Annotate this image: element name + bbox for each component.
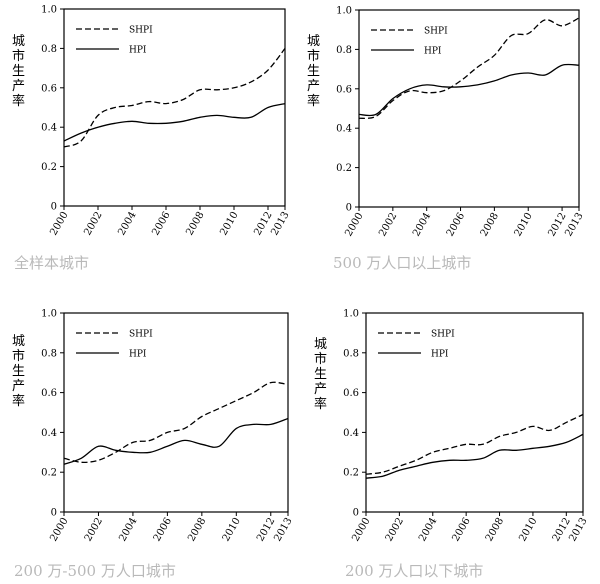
legend-label-shpi: SHPI: [129, 26, 153, 36]
x-tick-label: 2013: [272, 516, 294, 544]
y-axis-label: 城市生产率: [307, 34, 320, 109]
y-tick-label: 0.2: [343, 468, 359, 479]
chart-panel-3: 0 0.2 0.4 0.6 0.8 1.0 2000 2002 2004 2006 2008 2010…: [12, 309, 295, 544]
y-tick-label: 0.6: [41, 83, 57, 94]
x-tick-label: 2010: [513, 211, 535, 239]
chart-panel-1: 0 0.2 0.4 0.6 0.8 1.0 2000 2002 2004 2006 2008 2010…: [12, 5, 292, 238]
panel-caption-over-5m: 500 万人口以上城市: [333, 254, 472, 272]
legend-label-hpi: HPI: [424, 47, 442, 57]
x-tick-label: 2004: [417, 516, 439, 544]
plot-frame: [365, 312, 584, 513]
y-tick-label: 1.0: [41, 5, 57, 16]
y-tick-label: 1.0: [343, 309, 359, 320]
x-tick-label: 2004: [411, 211, 433, 239]
x-tick-label: 2006: [150, 210, 172, 238]
x-tick-label: 2013: [567, 516, 589, 544]
series-line-hpi: [365, 433, 584, 479]
panel-caption-under-2m: 200 万人口以下城市: [345, 562, 484, 580]
x-tick-label: 2008: [479, 211, 501, 239]
y-tick-label: 0.8: [343, 348, 359, 359]
y-tick-label: 0: [346, 203, 352, 214]
y-tick-label: 0.4: [41, 428, 57, 439]
y-tick-label: 0.8: [41, 44, 57, 55]
legend-label-hpi: HPI: [431, 350, 449, 360]
y-tick-label: 0: [51, 202, 57, 213]
panel-caption-2m-5m: 200 万-500 万人口城市: [14, 562, 176, 580]
y-axis-label: 城市生产率: [12, 334, 25, 409]
x-tick-label: 2010: [218, 210, 240, 238]
x-tick-label: 2004: [116, 210, 138, 238]
y-tick-label: 0.4: [41, 123, 57, 134]
x-tick-label: 2000: [343, 211, 365, 239]
y-tick-label: 1.0: [41, 309, 57, 320]
x-tick-label: 2008: [186, 516, 208, 544]
series-line-shpi: [63, 381, 289, 464]
y-tick-label: 0: [353, 508, 359, 519]
x-tick-label: 2004: [117, 516, 139, 544]
y-tick-label: 0.6: [336, 84, 352, 95]
y-tick-label: 0.8: [336, 45, 352, 56]
x-tick-label: 2006: [450, 516, 472, 544]
x-tick-label: 2000: [48, 516, 70, 544]
x-tick-label: 2008: [184, 210, 206, 238]
y-tick-label: 0.2: [41, 468, 57, 479]
series-line-hpi: [63, 417, 289, 465]
x-tick-label: 2010: [221, 516, 243, 544]
legend-label-hpi: HPI: [129, 350, 147, 360]
legend-label-hpi: HPI: [129, 46, 147, 56]
series-line-hpi: [63, 102, 286, 142]
y-tick-label: 0.4: [336, 124, 352, 135]
y-tick-label: 1.0: [336, 6, 352, 17]
y-tick-label: 0.2: [336, 163, 352, 174]
y-tick-label: 0.4: [343, 428, 359, 439]
chart-panel-4: 0 0.2 0.4 0.6 0.8 1.0 2000 2002 2004 2006 2008 2010…: [314, 309, 590, 544]
x-tick-label: 2013: [269, 210, 291, 238]
y-axis-label: 城市生产率: [12, 34, 25, 109]
legend-label-shpi: SHPI: [431, 330, 455, 340]
legend-label-shpi: SHPI: [129, 330, 153, 340]
y-tick-label: 0.8: [41, 348, 57, 359]
x-tick-label: 2002: [377, 211, 399, 239]
plot-frame: [63, 8, 286, 207]
x-tick-label: 2013: [563, 211, 585, 239]
y-tick-label: 0.6: [41, 388, 57, 399]
plot-frame: [358, 9, 580, 208]
y-tick-label: 0.2: [41, 162, 57, 173]
series-line-shpi: [365, 413, 584, 475]
y-tick-label: 0: [51, 508, 57, 519]
chart-panel-2: 0 0.2 0.4 0.6 0.8 1.0 2000 2002 2004 2006 2008 2010…: [307, 6, 586, 239]
legend-label-shpi: SHPI: [424, 27, 448, 37]
y-axis-label: 城市生产率: [314, 337, 327, 412]
x-tick-label: 2008: [484, 516, 506, 544]
plot-frame: [63, 312, 289, 513]
x-tick-label: 2002: [384, 516, 406, 544]
panel-caption-all-cities: 全样本城市: [14, 254, 90, 272]
series-line-hpi: [358, 63, 580, 117]
x-tick-label: 2010: [517, 516, 539, 544]
x-tick-label: 2002: [83, 516, 105, 544]
x-tick-label: 2002: [82, 210, 104, 238]
x-tick-label: 2006: [445, 211, 467, 239]
series-line-shpi: [358, 17, 580, 119]
series-line-shpi: [63, 48, 286, 148]
x-tick-label: 2000: [48, 210, 70, 238]
x-tick-label: 2006: [152, 516, 174, 544]
x-tick-label: 2000: [350, 516, 372, 544]
y-tick-label: 0.6: [343, 388, 359, 399]
